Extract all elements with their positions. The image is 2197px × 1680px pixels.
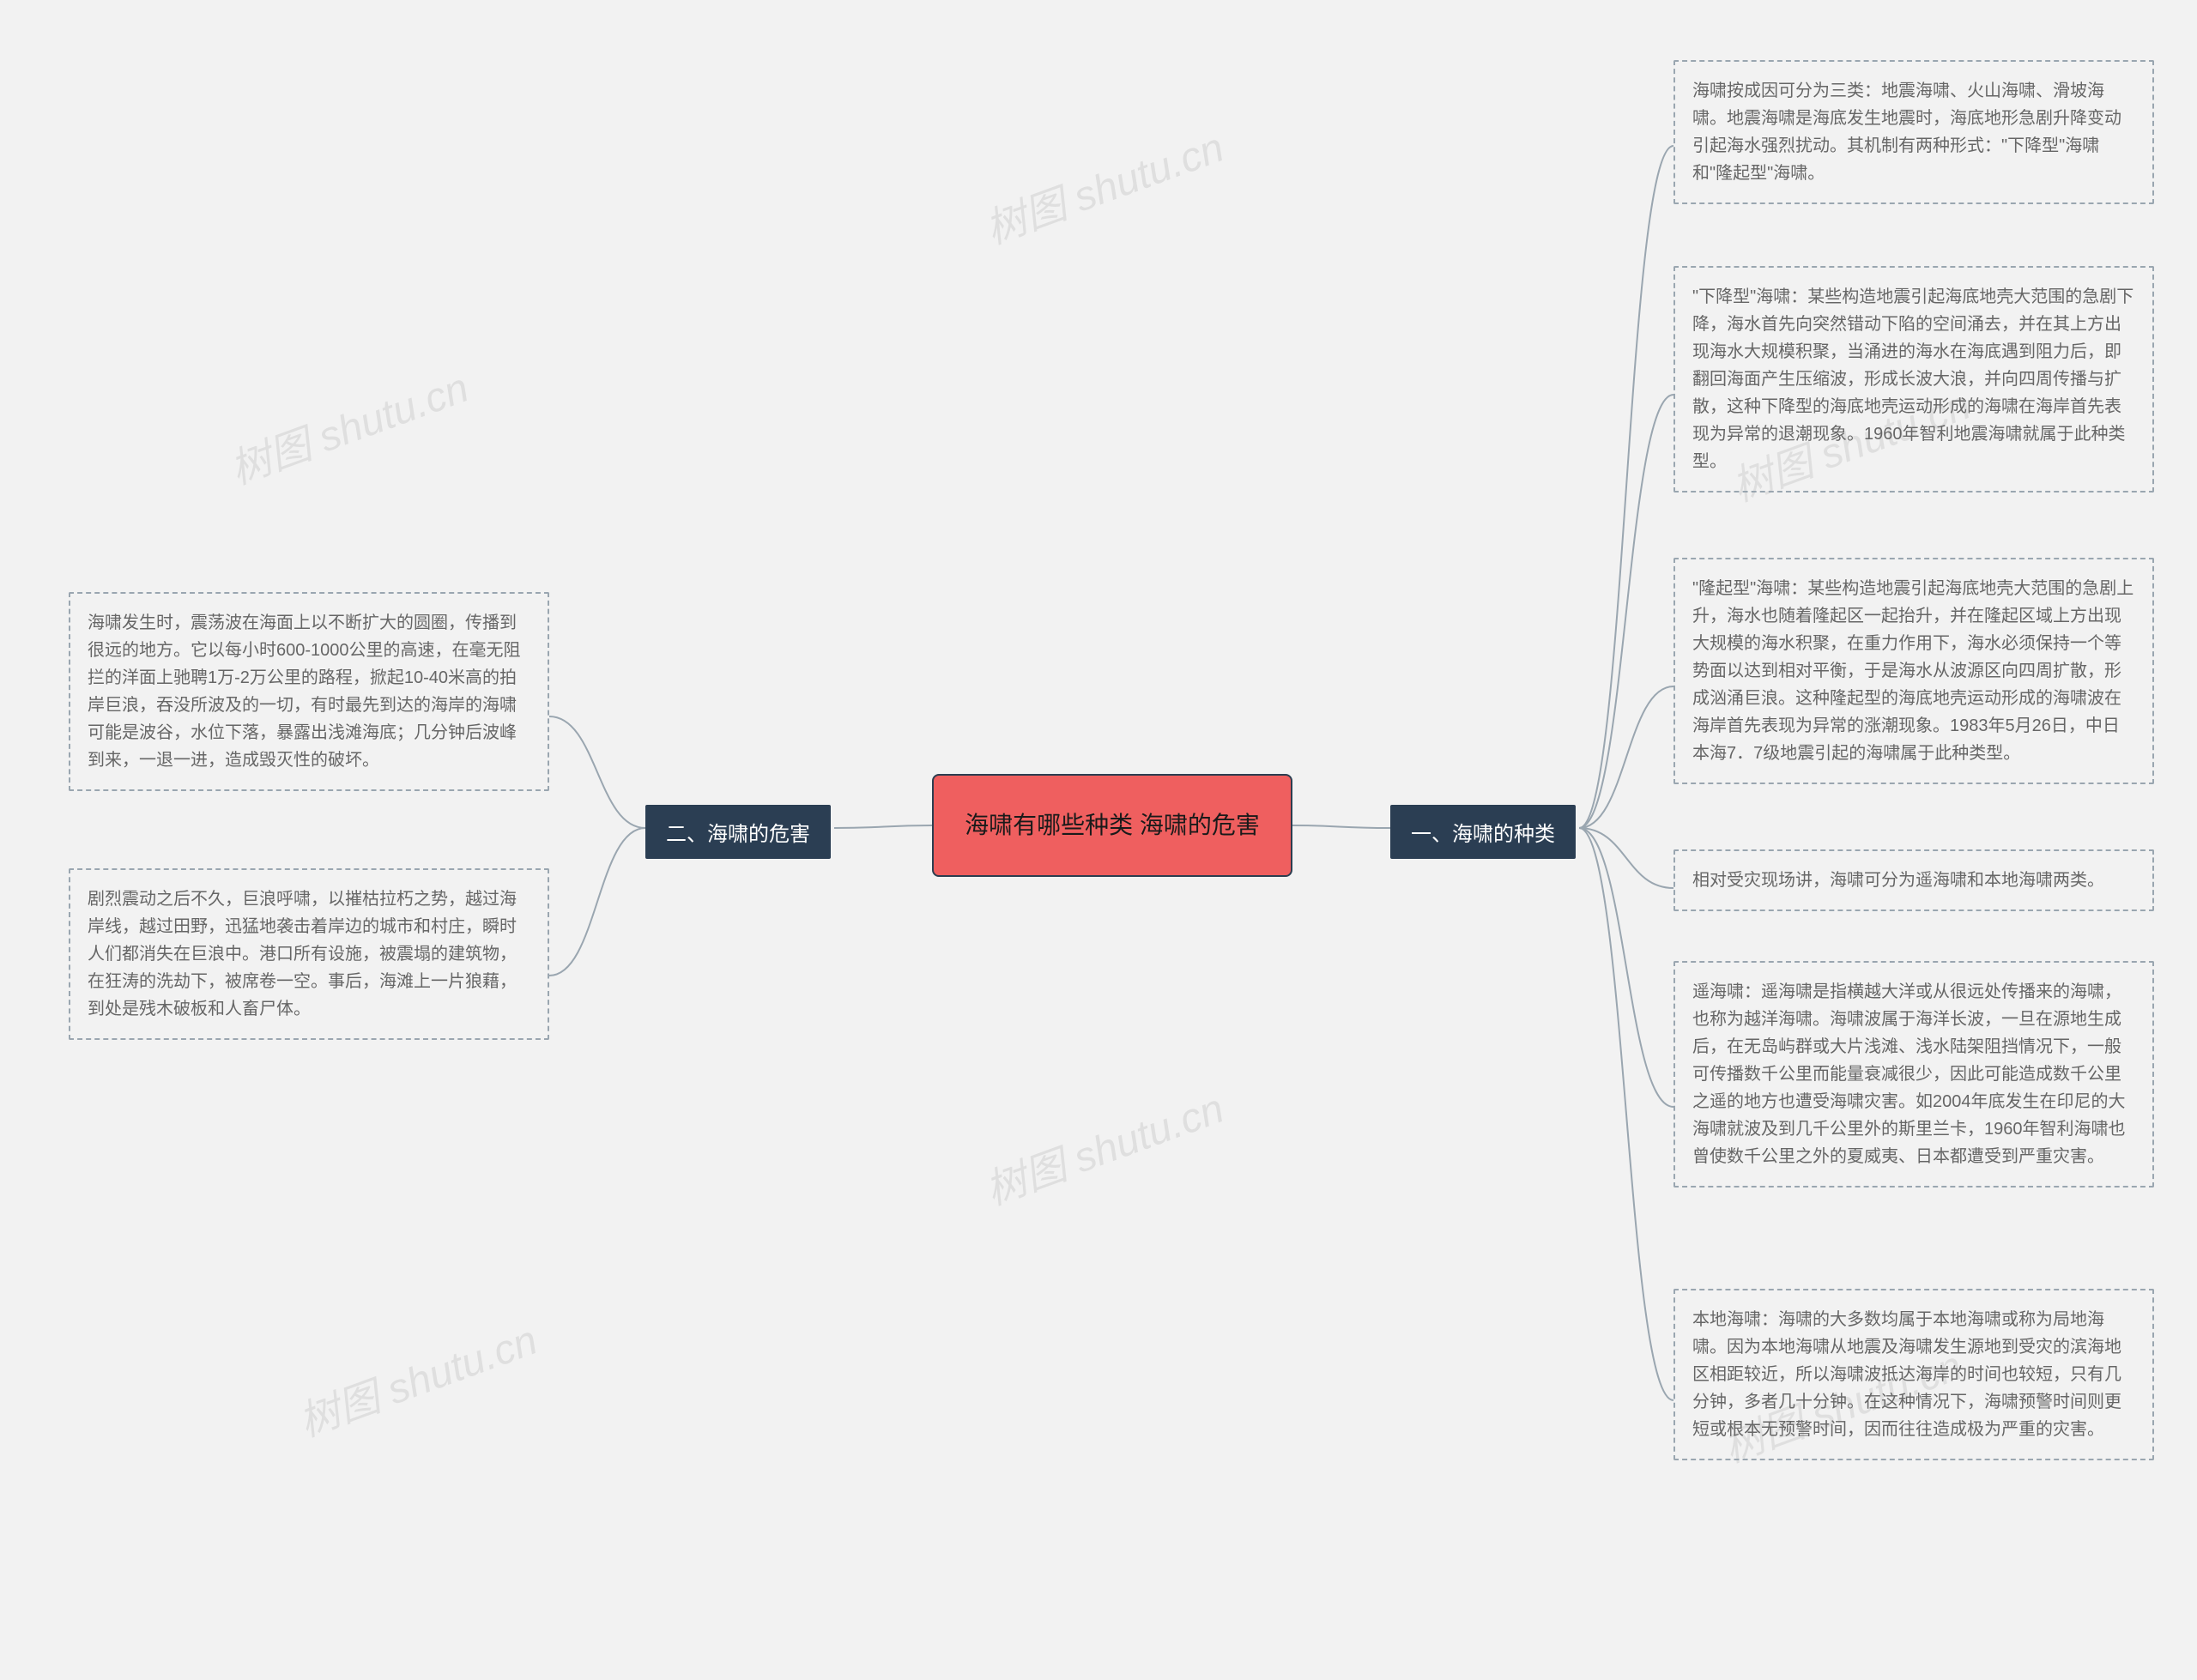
harm-leaf-2: 剧烈震动之后不久，巨浪呼啸，以摧枯拉朽之势，越过海岸线，越过田野，迅猛地袭击着岸…	[69, 868, 549, 1040]
watermark: 树图 shutu.cn	[976, 113, 1231, 255]
root-node: 海啸有哪些种类 海啸的危害	[932, 774, 1292, 877]
types-leaf-4-text: 相对受灾现场讲，海啸可分为遥海啸和本地海啸两类。	[1692, 871, 2104, 890]
harm-leaf-1-text: 海啸发生时，震荡波在海面上以不断扩大的圆圈，传播到很远的地方。它以每小时600-…	[88, 613, 521, 770]
harm-leaf-2-text: 剧烈震动之后不久，巨浪呼啸，以摧枯拉朽之势，越过海岸线，越过田野，迅猛地袭击着岸…	[88, 890, 517, 1018]
types-leaf-1-text: 海啸按成因可分为三类：地震海啸、火山海啸、滑坡海啸。地震海啸是海底发生地震时，海…	[1692, 82, 2121, 183]
category-types: 一、海啸的种类	[1390, 805, 1576, 859]
category-harm: 二、海啸的危害	[645, 805, 831, 859]
types-leaf-6: 本地海啸：海啸的大多数均属于本地海啸或称为局地海啸。因为本地海啸从地震及海啸发生…	[1673, 1289, 2154, 1460]
root-node-label: 海啸有哪些种类 海啸的危害	[965, 808, 1260, 842]
watermark: 树图 shutu.cn	[289, 1306, 544, 1447]
types-leaf-3: "隆起型"海啸：某些构造地震引起海底地壳大范围的急剧上升，海水也随着隆起区一起抬…	[1673, 558, 2154, 784]
category-harm-label: 二、海啸的危害	[666, 823, 810, 846]
types-leaf-4: 相对受灾现场讲，海啸可分为遥海啸和本地海啸两类。	[1673, 849, 2154, 911]
types-leaf-3-text: "隆起型"海啸：某些构造地震引起海底地壳大范围的急剧上升，海水也随着隆起区一起抬…	[1692, 579, 2133, 763]
watermark: 树图 shutu.cn	[221, 354, 475, 495]
types-leaf-5-text: 遥海啸：遥海啸是指横越大洋或从很远处传播来的海啸，也称为越洋海啸。海啸波属于海洋…	[1692, 982, 2126, 1166]
category-types-label: 一、海啸的种类	[1411, 823, 1555, 846]
types-leaf-2: "下降型"海啸：某些构造地震引起海底地壳大范围的急剧下降，海水首先向突然错动下陷…	[1673, 266, 2154, 493]
types-leaf-6-text: 本地海啸：海啸的大多数均属于本地海啸或称为局地海啸。因为本地海啸从地震及海啸发生…	[1692, 1310, 2121, 1439]
harm-leaf-1: 海啸发生时，震荡波在海面上以不断扩大的圆圈，传播到很远的地方。它以每小时600-…	[69, 592, 549, 791]
types-leaf-1: 海啸按成因可分为三类：地震海啸、火山海啸、滑坡海啸。地震海啸是海底发生地震时，海…	[1673, 60, 2154, 204]
types-leaf-2-text: "下降型"海啸：某些构造地震引起海底地壳大范围的急剧下降，海水首先向突然错动下陷…	[1692, 287, 2133, 471]
types-leaf-5: 遥海啸：遥海啸是指横越大洋或从很远处传播来的海啸，也称为越洋海啸。海啸波属于海洋…	[1673, 961, 2154, 1187]
watermark: 树图 shutu.cn	[976, 1074, 1231, 1216]
